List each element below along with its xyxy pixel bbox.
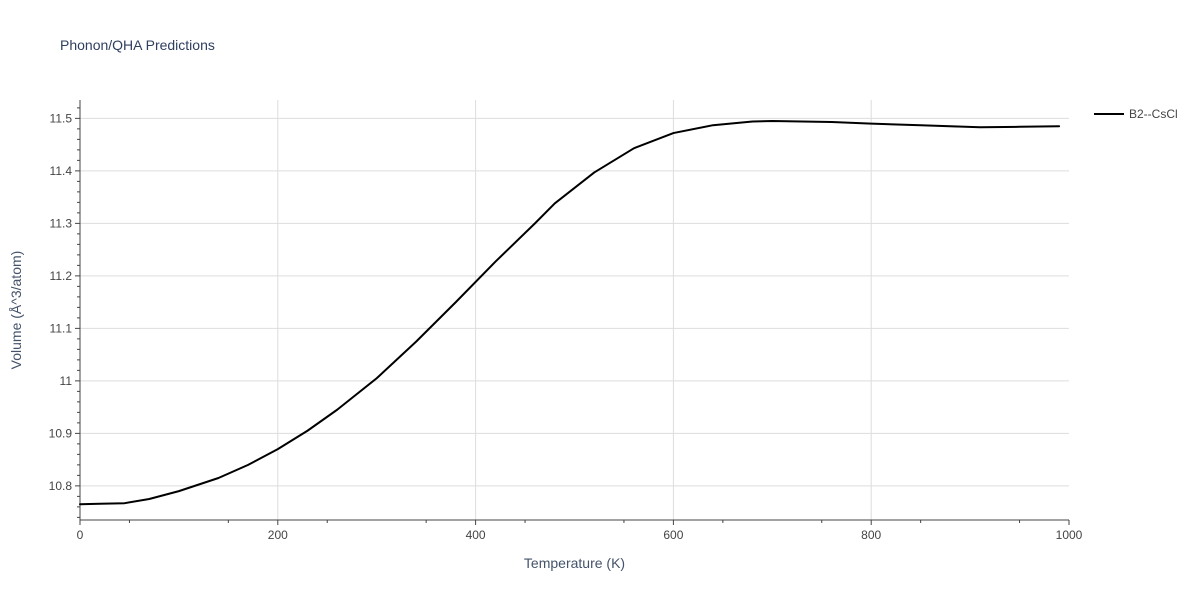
axes-layer [79,100,1069,521]
y-tick-label: 11.5 [50,111,73,125]
x-axis-title: Temperature (K) [524,555,625,571]
x-tick-label: 400 [466,528,486,542]
x-tick-label: 200 [268,528,288,542]
legend-label: B2--CsCl [1129,107,1178,121]
y-tick-label: 11 [60,374,73,388]
y-tick-label: 10.9 [49,426,73,440]
x-tick-label: 600 [663,528,683,542]
y-tick-label: 11.3 [50,216,73,230]
series-line-0 [79,120,1061,506]
ticks-layer: 0 200 400 600 800 1000 10.8 10.9 11 11.1 11.2 11.3 1… [49,107,1083,542]
legend[interactable]: B2--CsCl [1094,107,1178,121]
x-tick-label: 800 [861,528,881,542]
chart-title: Phonon/QHA Predictions [60,37,215,53]
y-tick-label: 11.4 [50,164,73,178]
x-tick-label: 1000 [1056,528,1083,542]
y-tick-label: 11.2 [50,269,73,283]
grid-layer [80,100,1069,520]
y-axis-title: Volume (Å^3/atom) [8,251,24,370]
y-tick-label: 11.1 [50,321,73,335]
series-layer [79,120,1061,506]
x-tick-label: 0 [77,528,84,542]
y-tick-label: 10.8 [49,479,73,493]
